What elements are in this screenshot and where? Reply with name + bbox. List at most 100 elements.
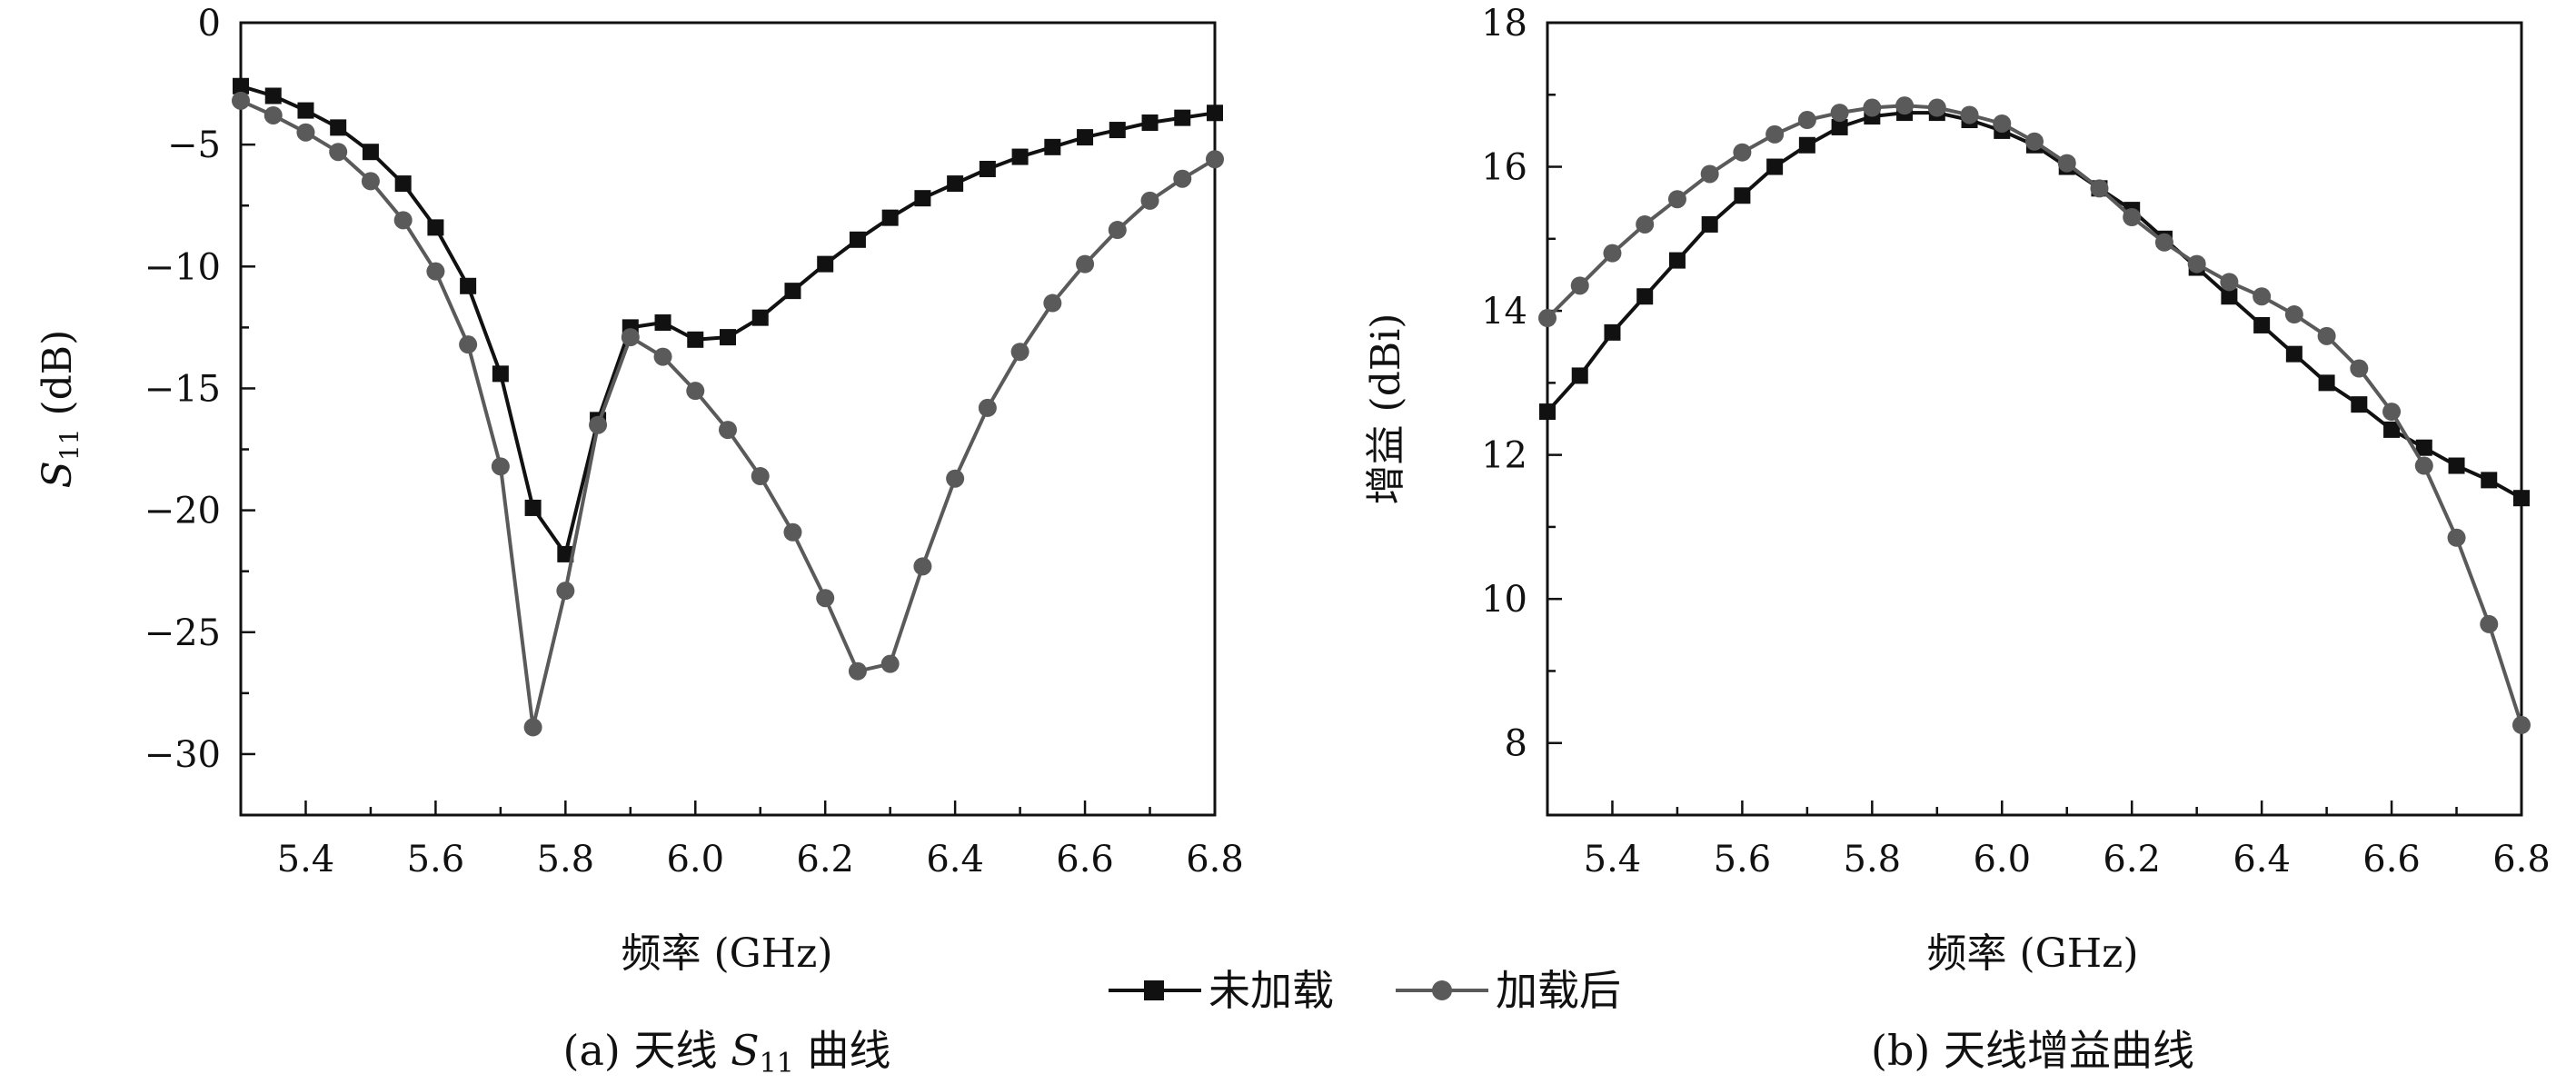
- gain-x-tick-label: 6.4: [2233, 839, 2291, 880]
- s11-series-loaded-point: [978, 398, 997, 417]
- gain-series-loaded-point: [2057, 154, 2076, 173]
- gain-series-loaded-point: [1603, 244, 1622, 263]
- gain-series-unloaded-point: [2221, 288, 2238, 305]
- s11-series-loaded-point: [621, 328, 640, 347]
- s11-series-loaded-point: [491, 457, 510, 476]
- gain-series-unloaded-point: [2253, 316, 2271, 333]
- s11-y-tick-label: −10: [144, 246, 221, 288]
- gain-x-tick-label: 5.6: [1714, 839, 1772, 880]
- gain-series-loaded-point: [1895, 96, 1915, 115]
- gain-x-tick-label: 6.2: [2103, 839, 2161, 880]
- s11-caption-prefix: (a) 天线: [563, 1026, 731, 1075]
- gain-series-unloaded-point: [1701, 215, 1718, 233]
- gain-series-loaded-point: [2480, 614, 2499, 633]
- s11-series-loaded-point: [1076, 254, 1095, 273]
- gain-series-loaded-point: [1830, 104, 1849, 123]
- legend-label-unloaded: 未加载: [1208, 966, 1334, 1015]
- s11-series-loaded-point: [329, 143, 348, 162]
- gain-x-tick-label: 6.6: [2362, 839, 2421, 880]
- gain-series-loaded-point: [2284, 305, 2303, 324]
- gain-series-loaded-point: [1993, 114, 2012, 133]
- s11-series-loaded-point: [913, 557, 932, 576]
- gain-y-tick-label: 18: [1481, 3, 1527, 45]
- gain-series-unloaded-point: [2285, 345, 2302, 363]
- s11-x-tick-label: 6.2: [796, 839, 854, 880]
- gain-series-unloaded-point: [2513, 490, 2530, 507]
- s11-series-loaded-point: [1173, 169, 1192, 188]
- gain-series-loaded-point: [2220, 273, 2239, 292]
- s11-series-loaded-point: [264, 105, 283, 124]
- gain-series-unloaded-point: [1798, 136, 1815, 154]
- s11-series-loaded-point: [816, 589, 835, 608]
- gain-series-loaded-point: [2123, 208, 2142, 227]
- s11-series-loaded-point: [719, 421, 737, 440]
- gain-series-unloaded-point: [1831, 118, 1848, 135]
- s11-series-unloaded-point: [394, 175, 412, 193]
- s11-series-unloaded-point: [1141, 114, 1159, 132]
- gain-series-unloaded-line: [1546, 111, 2522, 500]
- s11-y-axis-title-sub: 11: [55, 429, 85, 462]
- s11-series-loaded: [232, 91, 1224, 737]
- s11-x-tick-label: 6.0: [666, 839, 724, 880]
- s11-series-loaded-point: [1043, 293, 1062, 313]
- s11-series-unloaded-point: [427, 219, 444, 236]
- s11-series-unloaded-point: [1174, 109, 1191, 126]
- s11-series-loaded-point: [1010, 343, 1029, 362]
- gain-caption: (b) 天线增益曲线: [1871, 1026, 2194, 1075]
- panel-gain-chart: 5.4 5.6 5.8 6.0 6.2 6.4 6.6 6.8 8 10 12 14 16 18 频率 (…: [1363, 3, 2551, 1075]
- s11-y-axis-title-unit: (dB): [35, 330, 81, 429]
- s11-series-unloaded: [233, 77, 1223, 562]
- s11-series-unloaded-point: [914, 190, 931, 207]
- gain-y-tick-label: 10: [1481, 579, 1527, 621]
- s11-x-tick-label: 5.6: [407, 839, 465, 880]
- gain-series-loaded-point: [2414, 456, 2433, 475]
- s11-y-tick-label: −25: [144, 612, 221, 654]
- s11-series-loaded-point: [232, 91, 250, 110]
- s11-series-unloaded-point: [751, 309, 769, 326]
- s11-y-tick-label: 0: [198, 3, 221, 45]
- gain-series-unloaded-point: [1571, 367, 1588, 384]
- gain-y-tick-label: 8: [1505, 723, 1527, 765]
- gain-series-loaded-point: [1570, 276, 1589, 295]
- gain-series-unloaded-point: [1734, 187, 1751, 204]
- s11-series-unloaded-point: [1011, 148, 1029, 165]
- s11-series-loaded-line: [240, 99, 1217, 730]
- s11-series-unloaded-point: [330, 119, 347, 136]
- gain-series-loaded-point: [2317, 326, 2336, 345]
- gain-y-tick-label: 12: [1481, 435, 1527, 477]
- gain-series-unloaded-point: [2448, 457, 2465, 474]
- s11-series-unloaded-point: [1207, 104, 1223, 122]
- gain-x-tick-label: 5.8: [1844, 839, 1902, 880]
- s11-x-tick-label: 6.6: [1056, 839, 1114, 880]
- gain-x-tick-label: 6.8: [2492, 839, 2551, 880]
- s11-series-loaded-point: [1140, 191, 1159, 210]
- s11-series-unloaded-point: [654, 314, 671, 332]
- gain-series-loaded-point: [1667, 190, 1686, 209]
- gain-series-loaded: [1538, 96, 2531, 734]
- s11-series-unloaded-point: [233, 77, 249, 94]
- gain-series-unloaded-point: [2415, 439, 2432, 456]
- gain-series-loaded-point: [1765, 124, 1785, 144]
- gain-series-loaded-point: [1636, 214, 1655, 234]
- gain-series-unloaded-point: [1766, 158, 1784, 175]
- s11-plot-frame: [239, 21, 1217, 817]
- gain-series-loaded-point: [1960, 105, 1979, 124]
- s11-series-unloaded-point: [362, 144, 379, 161]
- s11-x-tick-label: 5.4: [277, 839, 335, 880]
- s11-series-loaded-point: [426, 262, 445, 281]
- s11-series-unloaded-point: [979, 160, 996, 177]
- gain-series-loaded-point: [1538, 309, 1557, 328]
- s11-series-unloaded-point: [1077, 129, 1094, 146]
- s11-caption-var: S: [731, 1026, 760, 1075]
- gain-series-loaded-point: [2512, 715, 2531, 734]
- s11-series-unloaded-point: [817, 255, 834, 273]
- s11-series-unloaded-point: [849, 231, 866, 248]
- gain-y-tick-label: 14: [1481, 291, 1527, 333]
- s11-series-unloaded-point: [784, 283, 801, 300]
- s11-series-loaded-point: [653, 347, 672, 366]
- gain-series-loaded-point: [1700, 164, 1719, 184]
- s11-series-loaded-point: [848, 661, 867, 681]
- legend-label-loaded: 加载后: [1496, 966, 1621, 1015]
- s11-y-tick-label: −20: [144, 491, 221, 532]
